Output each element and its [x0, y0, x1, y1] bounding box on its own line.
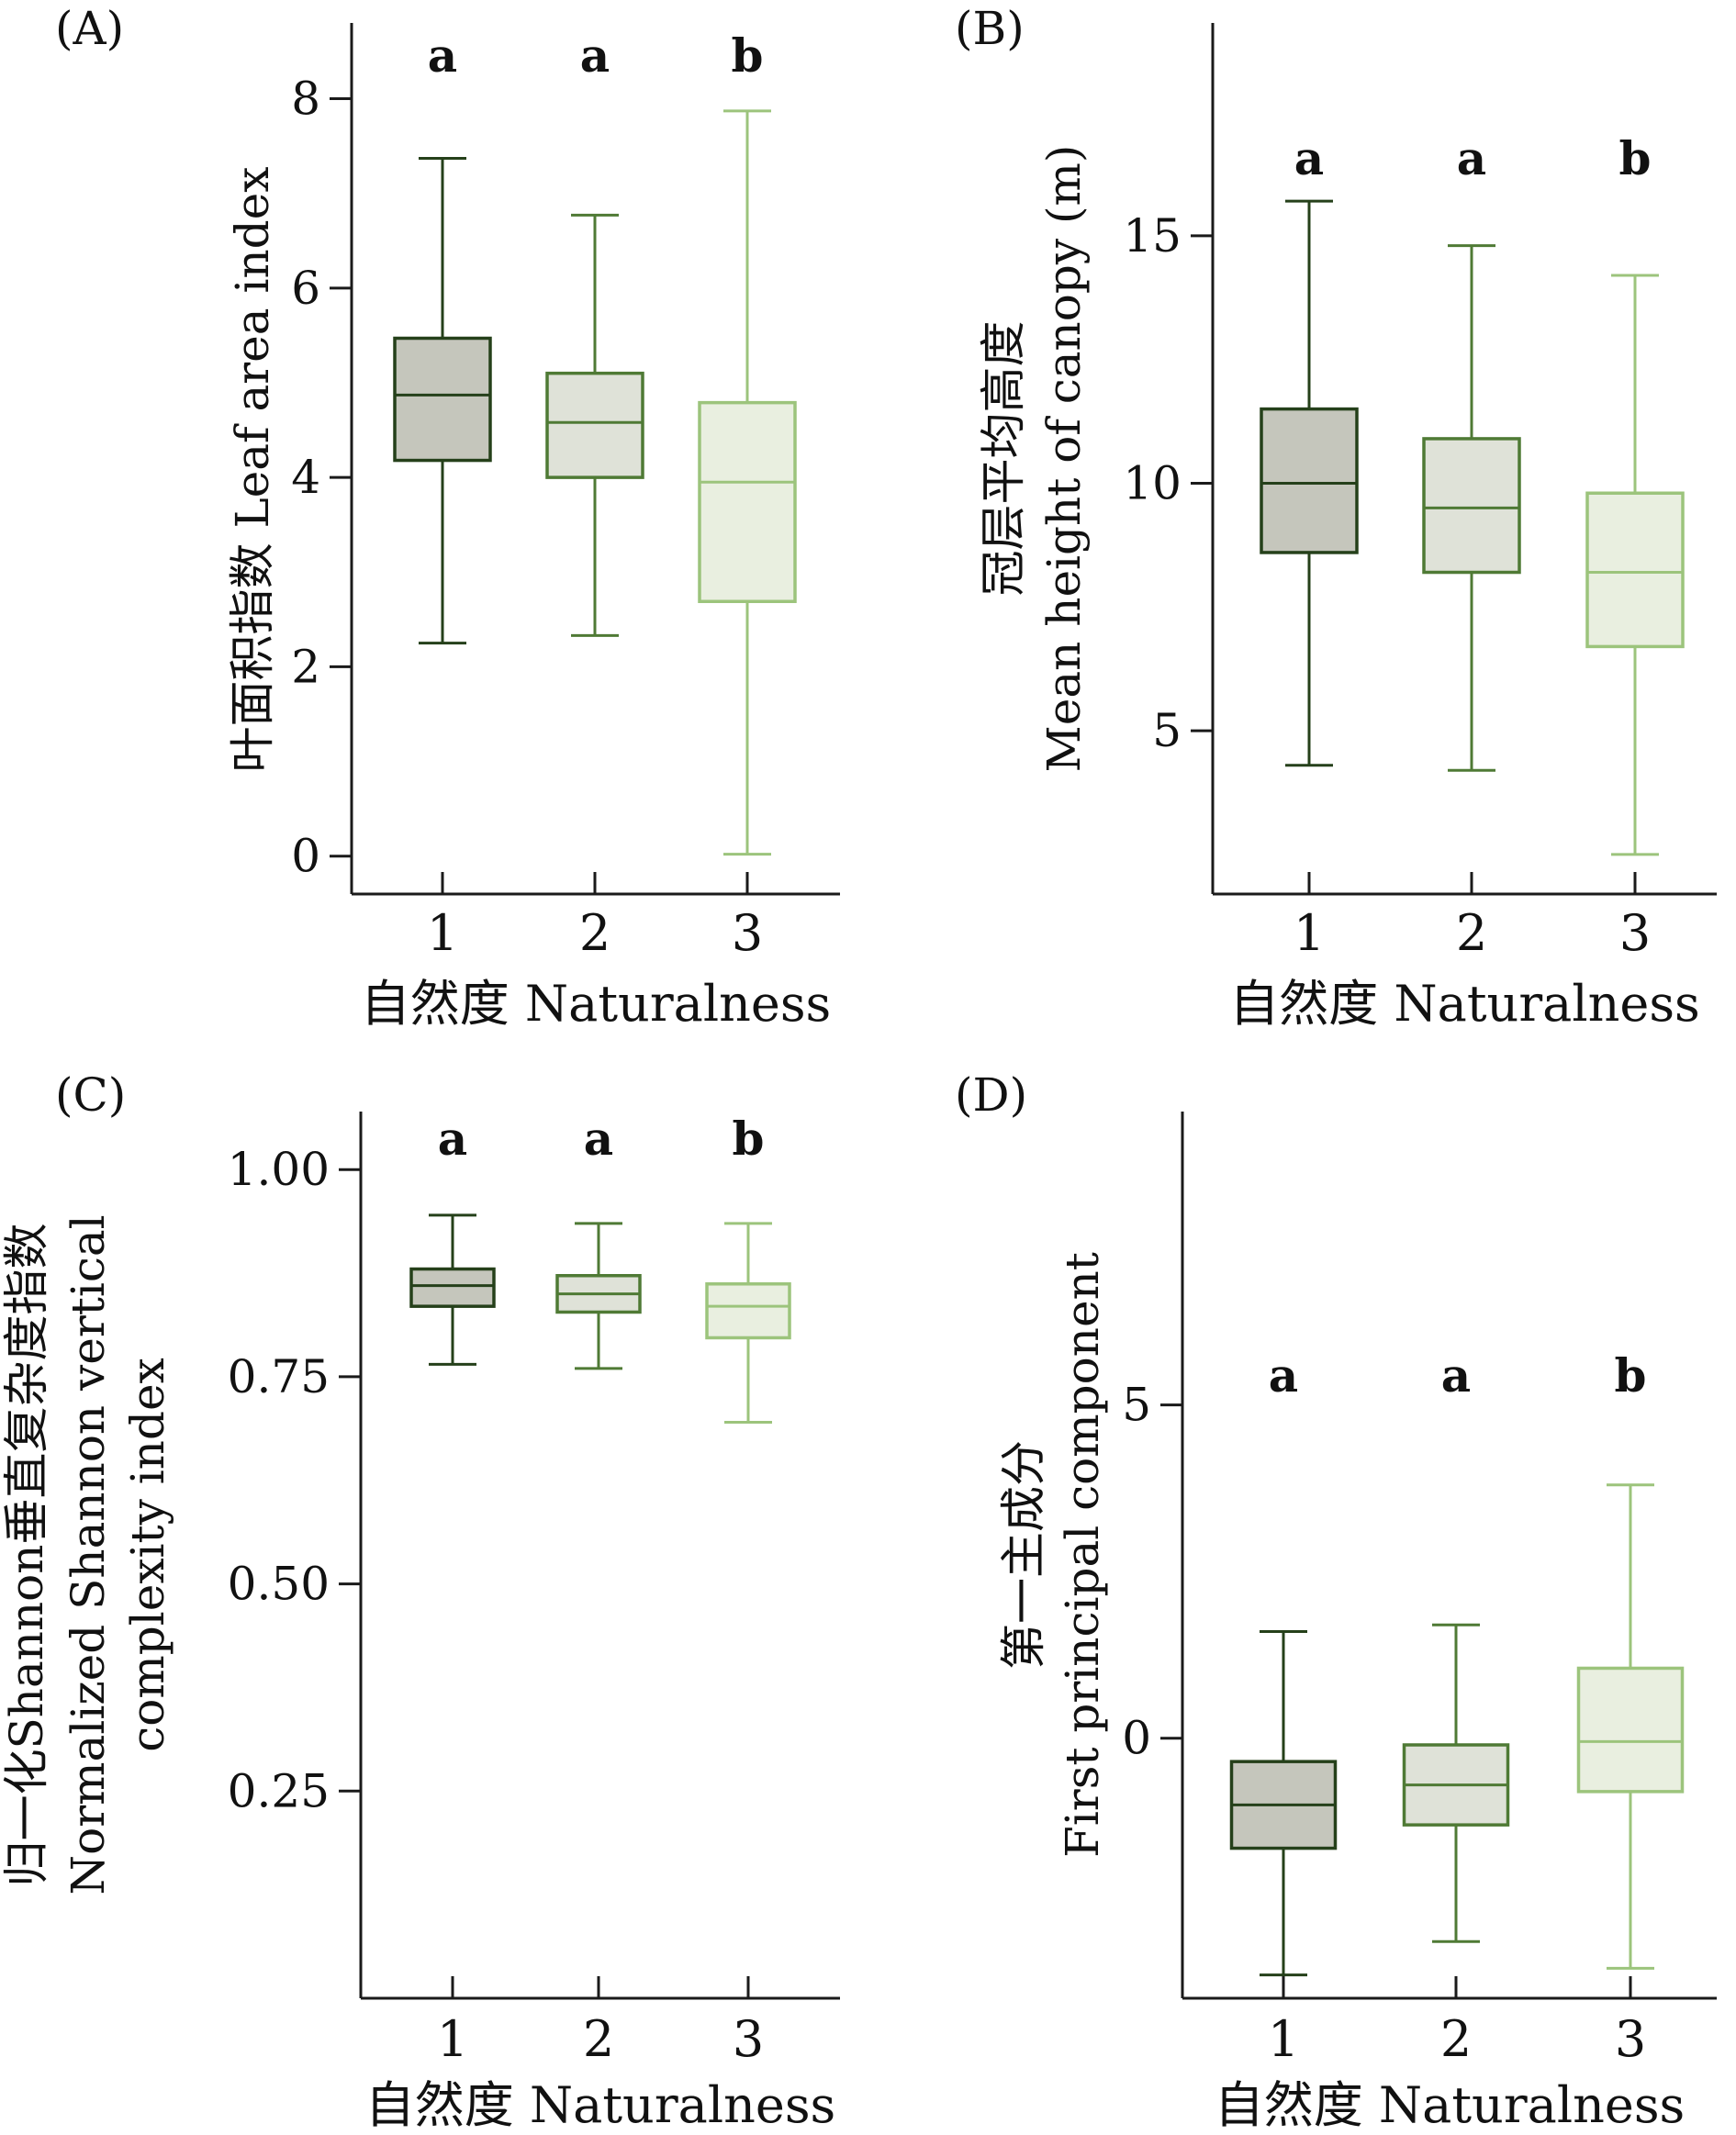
y-tick-label: 4	[291, 451, 320, 504]
significance-letter: b	[1615, 1348, 1647, 1403]
panel-c: 0.25 0.50 0.75 1.00 1 2 3 a a b (C) 自然度 Naturalness…	[0, 1068, 840, 2134]
significance-letter: a	[1441, 1348, 1471, 1403]
x-tick-label: 2	[1440, 2010, 1472, 2068]
y-axis-title: 叶面积指数 Leaf area index	[226, 167, 279, 773]
box-group-1: a	[1260, 131, 1359, 767]
x-tick-label: 2	[583, 2010, 614, 2068]
significance-letter: a	[428, 28, 457, 83]
panel-a: 0 2 4 6 8 1 2 3 a a b (A) 自然度 Naturalness 叶面积指数 Leaf …	[55, 2, 840, 1033]
x-tick-label: 2	[1456, 904, 1487, 962]
box-group-3: b	[1585, 131, 1685, 856]
iqr-box	[698, 400, 797, 604]
y-axis-title: Normalized Shannon vertical	[62, 1214, 115, 1895]
y-axis-title: 归一化Shannon垂直复杂度指数	[0, 1224, 53, 1887]
significance-letter: a	[1269, 1348, 1298, 1403]
y-axis-title: Mean height of canopy (m)	[1037, 145, 1091, 773]
box-group-3: b	[705, 1112, 791, 1425]
significance-letter: b	[732, 28, 764, 83]
box-group-1: a	[1229, 1348, 1338, 1977]
box-group-1: a	[393, 28, 492, 645]
y-tick-label: 5	[1152, 704, 1182, 757]
panel-label: (B)	[955, 2, 1025, 55]
x-tick-label: 1	[437, 2010, 468, 2068]
x-tick-label: 3	[732, 904, 763, 962]
box-group-1: a	[409, 1112, 496, 1366]
significance-letter: a	[584, 1112, 613, 1166]
y-axis-title: complexity index	[121, 1358, 174, 1752]
x-axis-title: 自然度 Naturalness	[1215, 2076, 1686, 2134]
y-tick-label: 0.50	[228, 1558, 330, 1611]
x-tick-label: 3	[1619, 904, 1651, 962]
box-group-2: a	[545, 28, 644, 637]
y-tick-label: 0	[291, 830, 320, 883]
significance-letter: a	[1294, 131, 1324, 185]
y-tick-label: 5	[1122, 1379, 1151, 1432]
x-tick-label: 3	[733, 2010, 764, 2068]
box-group-2: a	[1402, 1348, 1510, 1943]
box-group-3: b	[698, 28, 797, 856]
significance-letter: a	[1457, 131, 1486, 185]
x-axis-title: 自然度 Naturalness	[1229, 975, 1700, 1033]
y-tick-label: 8	[291, 73, 320, 126]
significance-letter: b	[1619, 131, 1652, 185]
y-axis-title: First principal component	[1056, 1252, 1109, 1858]
iqr-box	[1585, 491, 1685, 649]
box-group-2: a	[555, 1112, 642, 1370]
x-tick-label: 1	[1294, 904, 1325, 962]
iqr-box	[545, 371, 644, 479]
iqr-box	[409, 1267, 496, 1308]
iqr-box	[705, 1282, 791, 1340]
y-axis-title: 第一主成分	[997, 1440, 1050, 1670]
panel-b: 5 10 15 1 2 3 a a b (B) 自然度 Naturalness 冠层平均高度 Mean …	[955, 2, 1717, 1033]
y-axis-title: 冠层平均高度	[977, 321, 1030, 597]
iqr-box	[1576, 1666, 1685, 1794]
x-tick-label: 1	[427, 904, 458, 962]
significance-letter: a	[580, 28, 610, 83]
iqr-box	[1422, 437, 1521, 575]
significance-letter: a	[438, 1112, 467, 1166]
panel-label: (C)	[55, 1068, 126, 1122]
y-tick-label: 2	[291, 640, 320, 693]
y-tick-label: 1.00	[228, 1143, 330, 1196]
panel-label: (A)	[55, 2, 124, 55]
x-axis-title: 自然度 Naturalness	[361, 975, 832, 1033]
y-tick-label: 6	[291, 262, 320, 315]
y-tick-label: 15	[1123, 209, 1182, 263]
significance-letter: b	[733, 1112, 765, 1166]
y-tick-label: 10	[1123, 456, 1182, 509]
x-tick-label: 2	[579, 904, 610, 962]
panel-label: (D)	[955, 1068, 1027, 1122]
panel-d: 0 5 1 2 3 a a b (D) 自然度 Naturalness 第一主成分 First pri…	[955, 1068, 1717, 2134]
x-axis-title: 自然度 Naturalness	[365, 2076, 836, 2134]
iqr-box	[1260, 407, 1359, 554]
x-tick-label: 1	[1268, 2010, 1299, 2068]
y-tick-label: 0.75	[228, 1350, 330, 1403]
box-group-3: b	[1576, 1348, 1685, 1970]
x-tick-label: 3	[1615, 2010, 1646, 2068]
y-tick-label: 0.25	[228, 1764, 330, 1817]
box-group-2: a	[1422, 131, 1521, 772]
y-tick-label: 0	[1122, 1712, 1151, 1765]
iqr-box	[393, 336, 492, 463]
